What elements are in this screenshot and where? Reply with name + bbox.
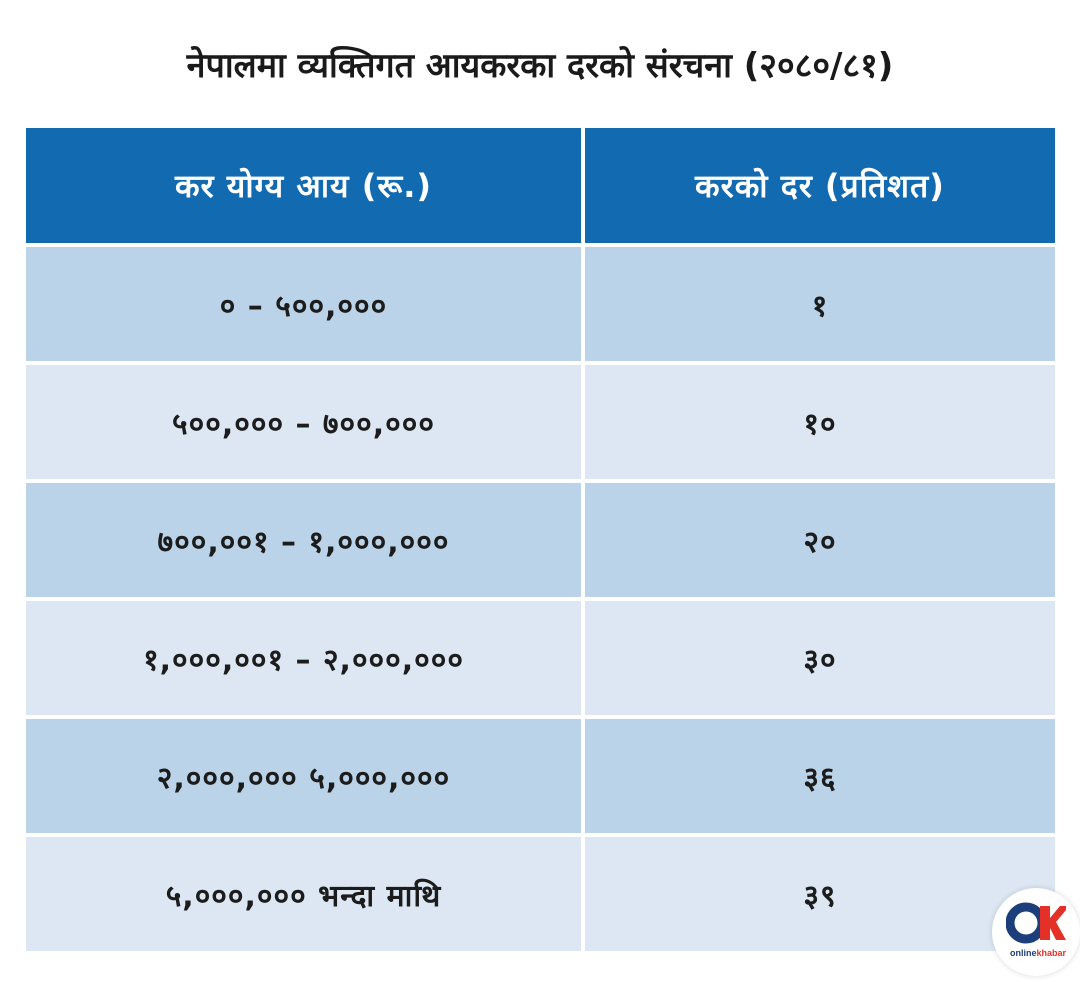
income-cell: १,०००,००१ – २,०००,००० [26, 601, 581, 715]
income-cell: ५००,००० – ७००,००० [26, 365, 581, 479]
income-cell: ० – ५००,००० [26, 247, 581, 361]
onlinekhabar-ok-logo-icon [1006, 902, 1066, 944]
logo-text-online: online [1009, 948, 1037, 958]
onlinekhabar-logo[interactable]: onlinekhabar [992, 888, 1080, 976]
row-divider [26, 361, 1055, 365]
rate-cell: ३० [585, 601, 1055, 715]
column-divider [581, 365, 585, 479]
column-header-taxable-income: कर योग्य आय (रू.) [26, 128, 581, 243]
income-cell: २,०००,००० ५,०००,००० [26, 719, 581, 833]
column-divider [581, 719, 585, 833]
column-divider [581, 247, 585, 361]
tax-rate-table: कर योग्य आय (रू.) करको दर (प्रतिशत) ० – … [26, 128, 1055, 951]
column-header-tax-rate: करको दर (प्रतिशत) [585, 128, 1055, 243]
rate-cell: २० [585, 483, 1055, 597]
column-divider [581, 601, 585, 715]
page-title: नेपालमा व्यक्तिगत आयकरका दरको संरचना (२०… [186, 46, 894, 86]
row-divider [26, 715, 1055, 719]
logo-wordmark: onlinekhabar [1000, 948, 1076, 958]
income-cell: ५,०००,००० भन्दा माथि [26, 837, 581, 951]
row-divider [26, 833, 1055, 837]
row-divider [26, 243, 1055, 247]
logo-text-khabar: khabar [1036, 948, 1066, 958]
column-divider [581, 483, 585, 597]
rate-cell: १ [585, 247, 1055, 361]
column-divider [581, 837, 585, 951]
row-divider [26, 479, 1055, 483]
column-divider [581, 128, 585, 243]
rate-cell: ३६ [585, 719, 1055, 833]
rate-cell: ३९ [585, 837, 1055, 951]
income-cell: ७००,००१ – १,०००,००० [26, 483, 581, 597]
row-divider [26, 597, 1055, 601]
rate-cell: १० [585, 365, 1055, 479]
